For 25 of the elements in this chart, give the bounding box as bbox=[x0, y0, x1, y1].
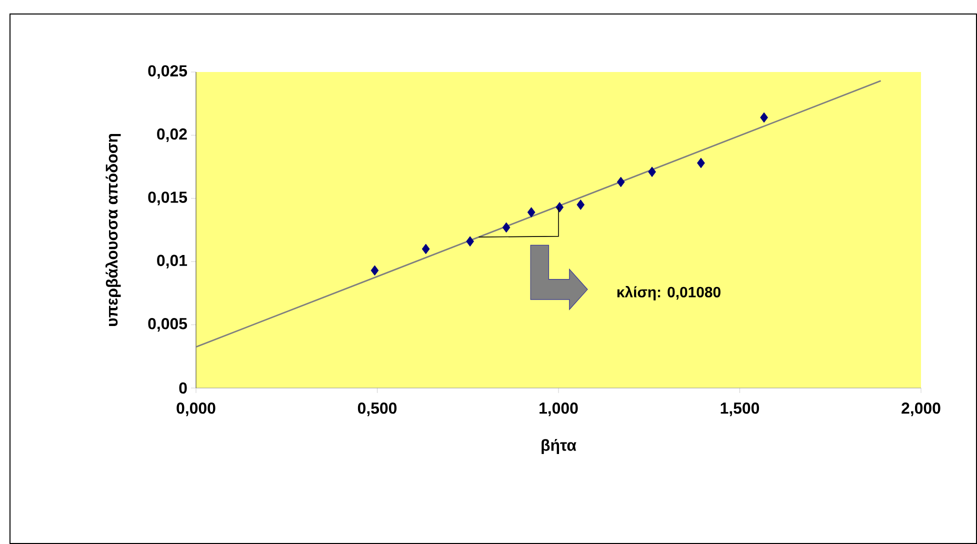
x-tick-label: 0,000 bbox=[176, 402, 216, 416]
x-tick-label: 0,500 bbox=[358, 402, 397, 416]
y-tick-label: 0,025 bbox=[148, 65, 188, 79]
point bbox=[556, 202, 564, 212]
annotation: κλίση: 0,01080 bbox=[617, 286, 720, 300]
x-tick-label: 1,500 bbox=[720, 402, 760, 416]
y-tick-label: 0,02 bbox=[157, 128, 187, 142]
point bbox=[466, 236, 474, 247]
y-tick-label: 0,015 bbox=[148, 192, 188, 206]
point bbox=[576, 200, 585, 210]
point bbox=[370, 265, 379, 276]
y-tick-label: 0,01 bbox=[157, 254, 188, 268]
x-tick-label: 1,000 bbox=[540, 402, 578, 416]
point bbox=[422, 244, 430, 254]
point bbox=[760, 112, 768, 123]
y-axis-title: υπερβάλουσσα απόδοση bbox=[105, 134, 121, 326]
point bbox=[616, 176, 625, 188]
x-axis-title: βήτα bbox=[542, 438, 576, 454]
point bbox=[648, 166, 656, 178]
point bbox=[697, 158, 705, 168]
point bbox=[527, 207, 536, 218]
x-tick-label: 2,000 bbox=[902, 402, 940, 416]
point bbox=[502, 222, 510, 233]
y-tick-label: 0 bbox=[179, 382, 187, 394]
y-tick-label: 0,005 bbox=[148, 318, 188, 332]
